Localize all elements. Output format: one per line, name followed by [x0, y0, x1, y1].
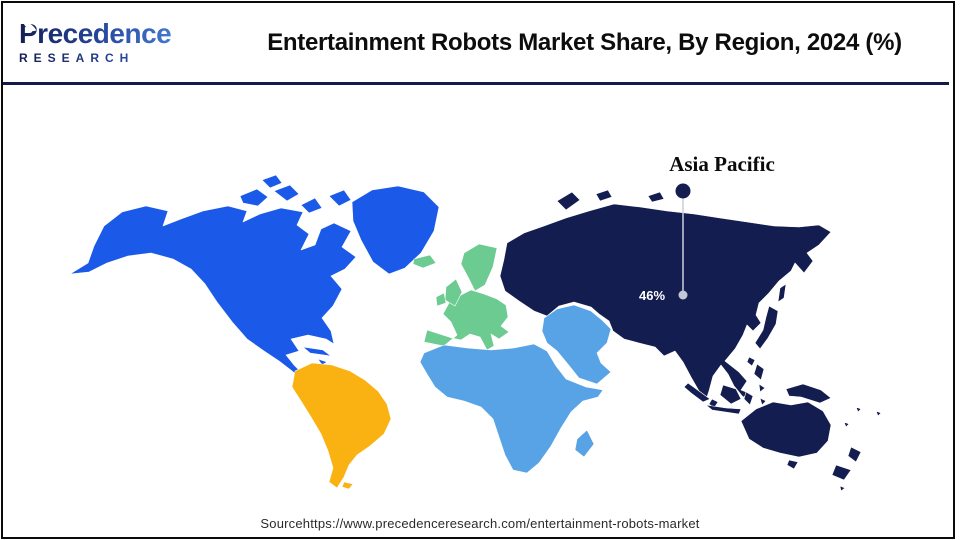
region-north-america[interactable] [69, 174, 440, 389]
callout-asia-pacific: Asia Pacific 46% [639, 152, 775, 303]
callout-dot-top [675, 183, 691, 199]
region-europe[interactable] [412, 243, 510, 351]
source-line: Sourcehttps://www.precedenceresearch.com… [0, 516, 960, 531]
source-url[interactable]: https://www.precedenceresearch.com/enter… [302, 516, 700, 531]
header: Precedence RESEARCH Entertainment Robots… [3, 3, 949, 85]
callout-label: Asia Pacific [669, 152, 775, 176]
callout-dot-bottom [678, 290, 688, 300]
source-label: Source [260, 516, 303, 531]
chart-title: Entertainment Robots Market Share, By Re… [267, 28, 902, 56]
region-south-america[interactable] [291, 362, 392, 490]
callout-value: 46% [639, 288, 665, 303]
logo-subtitle: RESEARCH [19, 51, 194, 65]
brand-logo[interactable]: Precedence RESEARCH [19, 20, 194, 66]
logo-wordmark: Precedence [19, 20, 194, 48]
region-asia-pacific[interactable] [499, 189, 882, 492]
region-middle-east-africa[interactable] [419, 304, 612, 474]
